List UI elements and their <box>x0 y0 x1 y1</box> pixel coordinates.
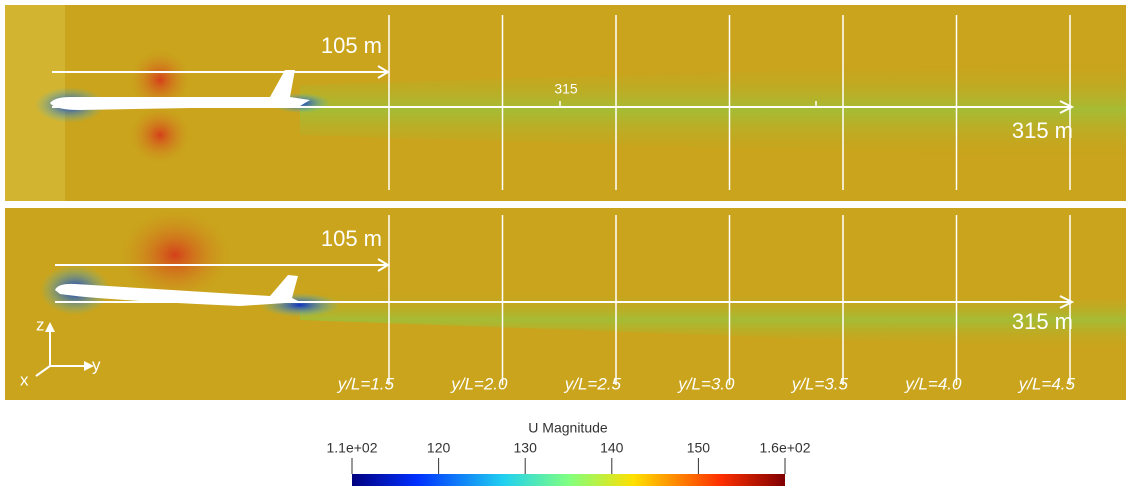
station-label: y/L=4.0 <box>904 374 962 393</box>
colorbar-tick-label: 120 <box>427 440 451 456</box>
station-label: y/L=2.0 <box>450 374 508 393</box>
station-label: y/L=1.5 <box>337 374 395 393</box>
colorbar-tick-label: 1.6e+02 <box>760 440 811 456</box>
axis-label: z <box>36 315 45 334</box>
colorbar-tick-label: 140 <box>600 440 624 456</box>
distance-label: 315 m <box>1012 309 1073 334</box>
station-label: y/L=4.5 <box>1018 374 1076 393</box>
colorbar-bar <box>352 474 785 486</box>
station-label: y/L=3.5 <box>791 374 849 393</box>
panel-bottom: 105 m 315 m z y x <box>5 208 1126 400</box>
colorbar-tick-label: 1.1e+02 <box>327 440 378 456</box>
distance-label: 105 m <box>321 226 382 251</box>
axis-label: x <box>20 370 29 389</box>
colorbar-tick-label: 130 <box>514 440 538 456</box>
colorbar: U Magnitude 1.1e+02 120 130 140 150 1.6e+02 <box>327 420 811 486</box>
distance-label: 105 m <box>321 33 382 58</box>
axis-label: y <box>92 355 101 374</box>
panel-top: 105 m 315 m 315 <box>5 5 1126 201</box>
marker-label: 315 <box>554 81 578 97</box>
figure: 105 m 315 m 315 105 m 315 m z y x y/L=1.… <box>0 0 1131 495</box>
station-label: y/L=2.5 <box>564 374 622 393</box>
colorbar-title: U Magnitude <box>528 420 608 436</box>
colorbar-tick-label: 150 <box>687 440 711 456</box>
station-label: y/L=3.0 <box>677 374 735 393</box>
distance-label: 315 m <box>1012 118 1073 143</box>
